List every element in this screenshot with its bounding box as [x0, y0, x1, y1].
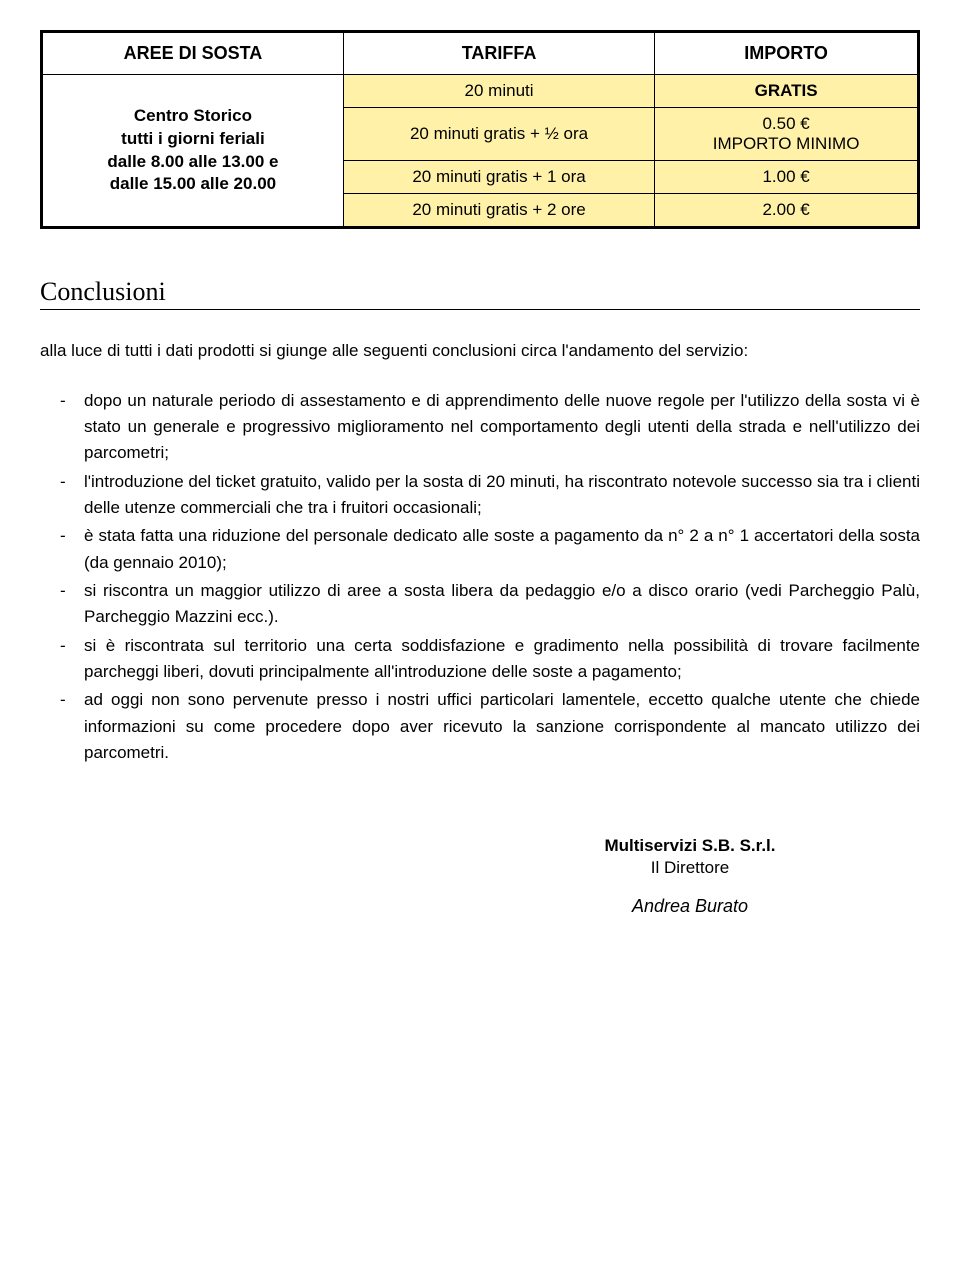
list-item: l'introduzione del ticket gratuito, vali… — [40, 469, 920, 522]
importo-min: IMPORTO MINIMO — [713, 134, 860, 153]
table-row: Centro Storico tutti i giorni feriali da… — [42, 75, 919, 108]
list-item: ad oggi non sono pervenute presso i nost… — [40, 687, 920, 766]
list-item: dopo un naturale periodo di assestamento… — [40, 388, 920, 467]
section-title: Conclusioni — [40, 277, 920, 310]
signature-company: Multiservizi S.B. S.r.l. — [460, 836, 920, 856]
area-cell: Centro Storico tutti i giorni feriali da… — [42, 75, 344, 228]
list-item: è stata fatta una riduzione del personal… — [40, 523, 920, 576]
th-area: AREE DI SOSTA — [42, 32, 344, 75]
area-line: dalle 8.00 alle 13.00 e — [107, 152, 278, 171]
tariffa-cell: 20 minuti gratis + 1 ora — [343, 161, 654, 194]
th-importo: IMPORTO — [655, 32, 919, 75]
area-line: dalle 15.00 alle 20.00 — [110, 174, 276, 193]
tariffa-cell: 20 minuti gratis + ½ ora — [343, 108, 654, 161]
list-item: si è riscontrata sul territorio una cert… — [40, 633, 920, 686]
importo-price: 0.50 € — [762, 114, 809, 133]
signature-block: Multiservizi S.B. S.r.l. Il Direttore An… — [40, 836, 920, 917]
list-item: si riscontra un maggior utilizzo di aree… — [40, 578, 920, 631]
area-line: tutti i giorni feriali — [121, 129, 265, 148]
signature-role: Il Direttore — [460, 858, 920, 878]
conclusions-list: dopo un naturale periodo di assestamento… — [40, 388, 920, 767]
importo-cell: 1.00 € — [655, 161, 919, 194]
area-line: Centro Storico — [134, 106, 252, 125]
tariffa-cell: 20 minuti gratis + 2 ore — [343, 194, 654, 228]
signature-name: Andrea Burato — [460, 896, 920, 917]
importo-cell: 0.50 € IMPORTO MINIMO — [655, 108, 919, 161]
table-body: Centro Storico tutti i giorni feriali da… — [42, 75, 919, 228]
tariffa-cell: 20 minuti — [343, 75, 654, 108]
th-tariffa: TARIFFA — [343, 32, 654, 75]
tariff-table: AREE DI SOSTA TARIFFA IMPORTO Centro Sto… — [40, 30, 920, 229]
table-header-row: AREE DI SOSTA TARIFFA IMPORTO — [42, 32, 919, 75]
importo-cell: GRATIS — [655, 75, 919, 108]
intro-paragraph: alla luce di tutti i dati prodotti si gi… — [40, 338, 920, 364]
importo-cell: 2.00 € — [655, 194, 919, 228]
